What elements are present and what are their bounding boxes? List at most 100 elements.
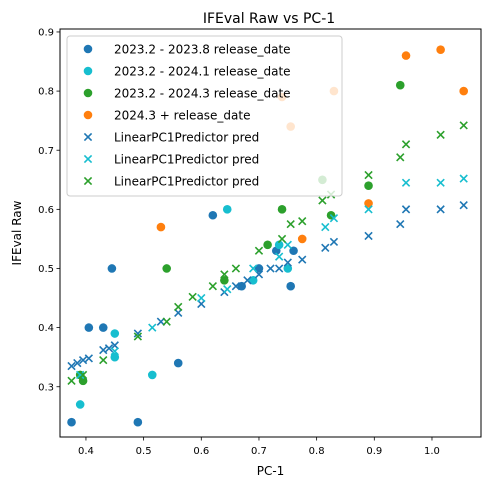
data-point xyxy=(297,234,307,244)
data-point xyxy=(110,352,120,362)
legend-label: LinearPC1Predictor pred xyxy=(114,130,259,144)
prediction-point xyxy=(298,255,307,264)
prediction-point xyxy=(73,358,82,368)
series-4 xyxy=(67,201,468,371)
prediction-point xyxy=(274,252,284,261)
legend-marker xyxy=(83,110,93,120)
prediction-point xyxy=(208,282,217,291)
prediction-point xyxy=(133,332,143,341)
data-point xyxy=(222,205,232,214)
data-point xyxy=(254,264,264,273)
data-point xyxy=(277,205,287,214)
prediction-point xyxy=(277,234,287,244)
legend-item: LinearPC1Predictor pred xyxy=(83,174,259,188)
prediction-point xyxy=(174,302,183,312)
prediction-point xyxy=(459,201,468,210)
data-point xyxy=(156,222,166,232)
legend-marker xyxy=(83,44,93,54)
prediction-point xyxy=(243,276,252,285)
data-point xyxy=(98,323,108,332)
data-point xyxy=(436,45,445,54)
prediction-point xyxy=(329,214,339,223)
prediction-point xyxy=(249,264,258,273)
prediction-point xyxy=(401,178,411,187)
y-tick-label: 0.8 xyxy=(38,87,54,98)
prediction-point xyxy=(254,246,264,255)
y-tick-label: 0.7 xyxy=(38,146,54,157)
data-point xyxy=(220,276,229,285)
prediction-point xyxy=(78,355,88,365)
y-tick-label: 0.9 xyxy=(38,28,54,39)
prediction-point xyxy=(266,264,275,273)
prediction-point xyxy=(99,355,108,365)
prediction-point xyxy=(364,170,373,180)
data-marks xyxy=(67,45,468,427)
legend-label: LinearPC1Predictor pred xyxy=(114,174,259,188)
legend-item: 2023.2 - 2024.1 release_date xyxy=(83,64,291,78)
prediction-point xyxy=(318,196,327,205)
data-point xyxy=(263,240,272,250)
x-tick-label: 0.5 xyxy=(136,446,152,457)
prediction-point xyxy=(188,292,197,302)
series-1 xyxy=(75,205,293,409)
x-tick-label: 0.8 xyxy=(309,446,325,457)
y-tick-label: 0.3 xyxy=(38,382,54,393)
prediction-point xyxy=(76,370,85,380)
series-0 xyxy=(67,210,298,427)
series-5 xyxy=(76,174,468,380)
prediction-point xyxy=(401,140,411,149)
prediction-point xyxy=(231,282,241,291)
prediction-point xyxy=(364,205,373,214)
y-axis-label: IFEval Raw xyxy=(10,200,24,265)
prediction-point xyxy=(321,222,330,232)
legend-marker xyxy=(83,176,93,186)
legend-label: 2023.2 - 2024.3 release_date xyxy=(114,86,291,100)
legend-label: 2023.2 - 2023.8 release_date xyxy=(114,42,291,56)
legend-marker xyxy=(83,132,93,142)
data-point xyxy=(248,276,258,285)
x-tick-label: 0.6 xyxy=(193,446,209,457)
prediction-point xyxy=(231,264,241,273)
prediction-point xyxy=(396,153,405,162)
prediction-point xyxy=(401,205,411,214)
data-point xyxy=(147,370,157,380)
data-point xyxy=(283,264,293,273)
prediction-point xyxy=(436,205,445,214)
data-point xyxy=(78,376,88,386)
data-point xyxy=(67,417,76,427)
data-point xyxy=(84,323,94,332)
prediction-point xyxy=(78,370,88,380)
legend-marker xyxy=(83,66,93,76)
data-point xyxy=(286,281,295,291)
chart-title: IFEval Raw vs PC-1 xyxy=(203,11,335,27)
legend-marker xyxy=(83,154,93,164)
legend-box xyxy=(66,35,343,197)
prediction-point xyxy=(436,130,445,140)
prediction-point xyxy=(223,285,232,294)
y-tick-label: 0.6 xyxy=(38,205,54,216)
y-tick-label: 0.4 xyxy=(38,323,54,334)
data-point xyxy=(162,264,171,273)
x-tick-label: 0.4 xyxy=(78,446,94,457)
legend-label: LinearPC1Predictor pred xyxy=(114,152,259,166)
prediction-point xyxy=(148,323,157,332)
prediction-point xyxy=(84,354,94,363)
axes: 0.4 0.5 0.6 0.7 0.8 0.9 1.0 0.3 0.4 0.5 0.6 0.7 0.8 0… xyxy=(38,28,440,457)
x-axis-label: PC-1 xyxy=(257,464,285,478)
plot-frame xyxy=(59,28,482,438)
data-point xyxy=(289,246,298,256)
y-tick-label: 0.5 xyxy=(38,264,54,275)
data-point xyxy=(173,358,183,368)
prediction-point xyxy=(321,243,330,252)
data-point xyxy=(364,199,373,208)
data-point xyxy=(75,400,85,409)
legend-item: 2024.3 + release_date xyxy=(83,108,251,122)
prediction-point xyxy=(298,217,307,226)
prediction-point xyxy=(197,293,206,303)
prediction-point xyxy=(459,121,468,130)
legend-label: 2024.3 + release_date xyxy=(114,108,251,122)
prediction-point xyxy=(329,237,339,247)
prediction-point xyxy=(286,219,295,229)
prediction-point xyxy=(67,361,76,371)
prediction-point xyxy=(364,231,373,241)
